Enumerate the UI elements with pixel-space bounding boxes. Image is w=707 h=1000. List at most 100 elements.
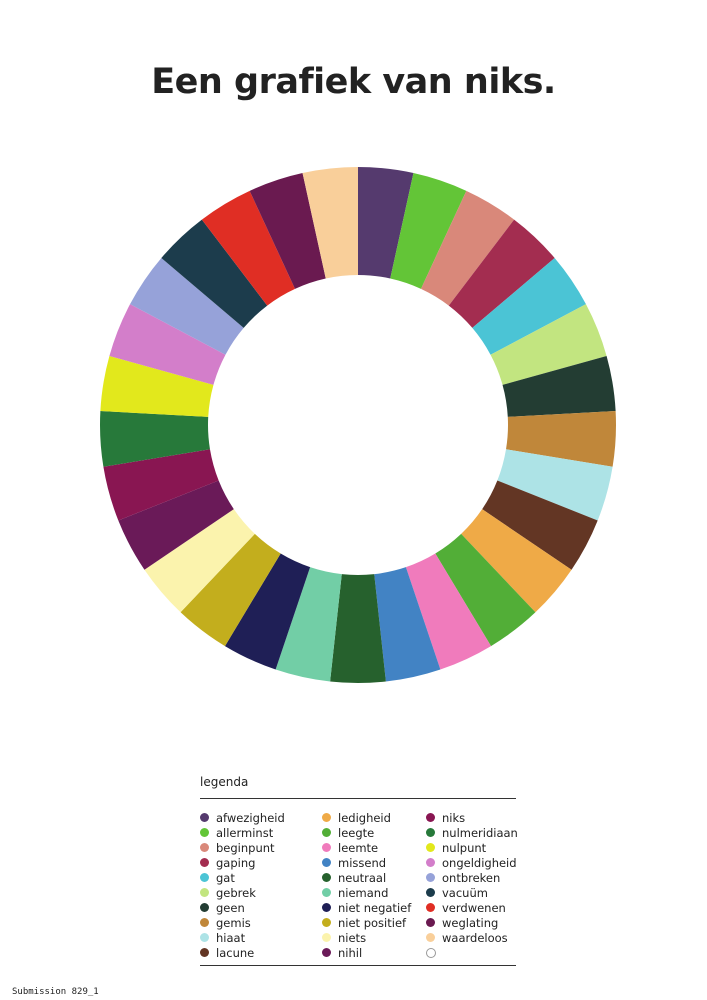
- legend-swatch: [426, 903, 435, 912]
- legend-item: allerminst: [200, 825, 273, 840]
- legend-top-rule: [200, 798, 516, 799]
- donut-slice-gebrek: [490, 304, 607, 385]
- donut-slice-nulpunt: [100, 355, 214, 417]
- legend-item: missend: [322, 855, 386, 870]
- donut-slice-lacune: [482, 480, 598, 570]
- legend-bottom-rule: [200, 965, 516, 966]
- legend-item: vacuüm: [426, 885, 488, 900]
- legend-swatch: [322, 843, 331, 852]
- legend-label: gemis: [216, 915, 251, 930]
- legend-swatch: [426, 888, 435, 897]
- legend-swatch: [426, 828, 435, 837]
- legend-label: afwezigheid: [216, 810, 285, 825]
- legend-label: niks: [442, 810, 466, 825]
- legend-item: ongeldigheid: [426, 855, 517, 870]
- legend-label: nulpunt: [442, 840, 487, 855]
- donut-slice-hiaat: [497, 449, 613, 521]
- donut-slice-niet-negatief: [224, 553, 311, 670]
- legend-swatch: [322, 828, 331, 837]
- legend-label: niets: [338, 930, 367, 945]
- legend-item: niks: [426, 810, 465, 825]
- legend-item: gat: [200, 870, 235, 885]
- legend-label: niet negatief: [338, 900, 412, 915]
- donut-slice-leemte: [405, 553, 492, 670]
- legend-item: gebrek: [200, 885, 256, 900]
- donut-slice-verdwenen: [201, 190, 296, 306]
- legend-label: nulmeridiaan: [442, 825, 518, 840]
- legend-swatch: [322, 903, 331, 912]
- donut-slice-ledigheid: [461, 509, 572, 613]
- legend-swatch: [200, 903, 209, 912]
- legend-item: gemis: [200, 915, 251, 930]
- legend-swatch: [200, 918, 209, 927]
- legend-label: geen: [216, 900, 245, 915]
- chart-title: Een grafiek van niks.: [151, 62, 556, 102]
- legend-item: beginpunt: [200, 840, 275, 855]
- legend-label: weglating: [442, 915, 499, 930]
- donut-slice-niet-positief: [180, 533, 281, 647]
- legend-item: niet negatief: [322, 900, 411, 915]
- legend-swatch: [426, 843, 435, 852]
- legend-item: niet positief: [322, 915, 406, 930]
- donut-slice-gat: [472, 257, 586, 355]
- legend-label: leegte: [338, 825, 375, 840]
- legend-label: gebrek: [216, 885, 256, 900]
- legend-label: allerminst: [216, 825, 274, 840]
- donut-slice-niets: [144, 509, 255, 613]
- legend-swatch: [426, 873, 435, 882]
- legend-item: leegte: [322, 825, 374, 840]
- legend-item: verdwenen: [426, 900, 506, 915]
- legend-swatch: [322, 858, 331, 867]
- legend-title: legenda: [200, 775, 249, 789]
- donut-slice-leegte: [435, 533, 536, 647]
- donut-slice-ontbreken: [130, 257, 244, 355]
- legend-label: ongeldigheid: [442, 855, 517, 870]
- legend-item: nulmeridiaan: [426, 825, 518, 840]
- legend-swatch: [322, 873, 331, 882]
- legend-label: leemte: [338, 840, 379, 855]
- donut-slice-beginpunt: [420, 190, 515, 306]
- donut-slice-nulmeridiaan: [99, 411, 210, 467]
- legend-swatch: [200, 948, 209, 957]
- legend-swatch: [200, 813, 209, 822]
- legend-swatch: [200, 858, 209, 867]
- donut-slice-ongeldigheid: [109, 304, 226, 385]
- donut-slice-niemand: [275, 567, 342, 682]
- legend-item: niemand: [322, 885, 388, 900]
- legend-item: gaping: [200, 855, 255, 870]
- legend-swatch: [200, 843, 209, 852]
- legend-swatch: [200, 888, 209, 897]
- submission-footer: Submission 829_1: [12, 987, 99, 997]
- legend-label: gaping: [216, 855, 256, 870]
- legend-swatch: [322, 948, 331, 957]
- legend-label: niet positief: [338, 915, 407, 930]
- donut-slice-nihil: [118, 480, 234, 570]
- legend-swatch: [426, 813, 435, 822]
- legend-item: nihil: [322, 945, 362, 960]
- legend-label: vacuüm: [442, 885, 488, 900]
- legend-swatch: [426, 947, 436, 958]
- donut-slice-missend: [374, 567, 441, 682]
- legend-label: waardeloos: [442, 930, 508, 945]
- donut-slice-afwezigheid: [358, 167, 414, 279]
- legend-label: ledigheid: [338, 810, 391, 825]
- legend-item: afwezigheid: [200, 810, 285, 825]
- donut-slice-weglating: [249, 173, 326, 289]
- legend-label: gat: [216, 870, 235, 885]
- legend-label: verdwenen: [442, 900, 506, 915]
- donut-slice-allerminst: [390, 173, 467, 289]
- legend-item: hiaat: [200, 930, 245, 945]
- legend-label: beginpunt: [216, 840, 275, 855]
- legend-item: niets: [322, 930, 366, 945]
- legend-item: ontbreken: [426, 870, 500, 885]
- legend-item: [426, 945, 443, 960]
- legend-label: nihil: [338, 945, 363, 960]
- donut-slice-vacuüm: [161, 219, 268, 328]
- legend-label: ontbreken: [442, 870, 501, 885]
- legend-label: lacune: [216, 945, 255, 960]
- legend-swatch: [200, 873, 209, 882]
- legend-item: lacune: [200, 945, 254, 960]
- legend-swatch: [200, 933, 209, 942]
- legend-label: niemand: [338, 885, 389, 900]
